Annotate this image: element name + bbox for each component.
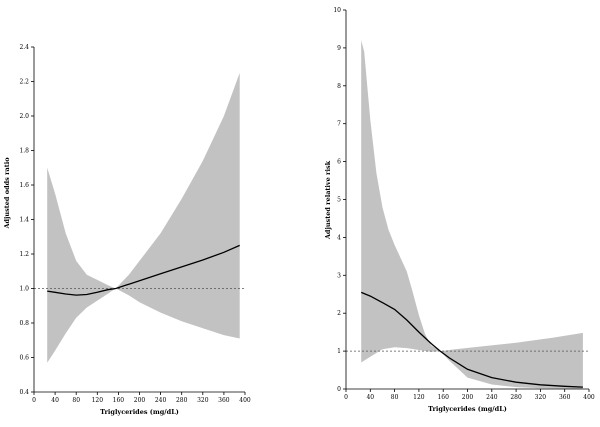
relative-risk-panel: 0 1 2 3 4 5 6 7 8 9 10 0 40 80 120 160 200 240 280 320 360 40… [324, 7, 595, 413]
y-tick-label: 1.4 [19, 217, 29, 224]
y-tick-label: 1.6 [19, 182, 29, 189]
x-tick-label: 160 [113, 397, 125, 404]
x-tick-label: 280 [510, 394, 522, 401]
x-tick-label: 80 [391, 394, 399, 401]
y-tick-label: 3 [337, 272, 341, 279]
y-tick-label: 1.2 [19, 251, 29, 258]
x-tick-label: 0 [32, 397, 36, 404]
x-tick-label: 40 [366, 394, 374, 401]
estimate-line [360, 291, 583, 388]
y-tick-label: 10 [333, 7, 341, 14]
y-tick-label: 2 [337, 310, 341, 317]
x-tick-label: 400 [239, 397, 251, 404]
y-tick-label: 5 [337, 197, 341, 204]
y-tick-label: 2.0 [19, 113, 29, 120]
x-axis-title: Triglycerides (mg/dL) [428, 405, 507, 413]
y-tick-label: 0.6 [19, 355, 29, 362]
estimate-line [47, 244, 240, 296]
y-tick-label: 1.8 [19, 148, 29, 155]
y-tick-label: 8 [337, 83, 341, 90]
y-tick-label: 1 [337, 348, 341, 355]
x-tick-label: 120 [92, 397, 104, 404]
x-tick-label: 160 [437, 394, 449, 401]
x-tick-label: 0 [344, 394, 348, 401]
x-tick-label: 320 [535, 394, 547, 401]
x-axis-title: Triglycerides (mg/dL) [100, 408, 179, 416]
y-tick-label: 2.2 [19, 79, 29, 86]
y-axis-title: Adjusted relative risk [324, 160, 332, 240]
x-tick-label: 200 [462, 394, 474, 401]
y-tick-label: 6 [337, 159, 341, 166]
odds-ratio-panel: 0.4 0.6 0.8 1.0 1.2 1.4 1.6 1.8 2.0 2.2 2.4 0 40 80 12… [3, 44, 251, 416]
y-tick-label: 0 [337, 386, 341, 393]
y-tick-label: 7 [337, 121, 341, 128]
x-tick-label: 40 [51, 397, 59, 404]
x-tick-label: 320 [197, 397, 209, 404]
y-tick-label: 0.4 [19, 389, 29, 396]
x-tick-label: 80 [72, 397, 80, 404]
y-tick-label: 4 [337, 234, 341, 241]
y-axis-title: Adjusted odds ratio [3, 157, 11, 230]
confidence-band [47, 72, 240, 363]
x-tick-label: 240 [486, 394, 498, 401]
y-tick-label: 9 [337, 45, 341, 52]
x-tick-label: 280 [176, 397, 188, 404]
x-tick-label: 360 [218, 397, 230, 404]
x-tick-label: 400 [583, 394, 595, 401]
y-tick-label: 2.4 [19, 44, 29, 51]
y-tick-label: 0.8 [19, 320, 29, 327]
y-tick-label: 1.0 [19, 286, 29, 293]
x-tick-label: 200 [134, 397, 146, 404]
x-tick-label: 360 [559, 394, 571, 401]
x-tick-label: 240 [155, 397, 167, 404]
x-tick-label: 120 [413, 394, 425, 401]
confidence-band [361, 40, 583, 390]
